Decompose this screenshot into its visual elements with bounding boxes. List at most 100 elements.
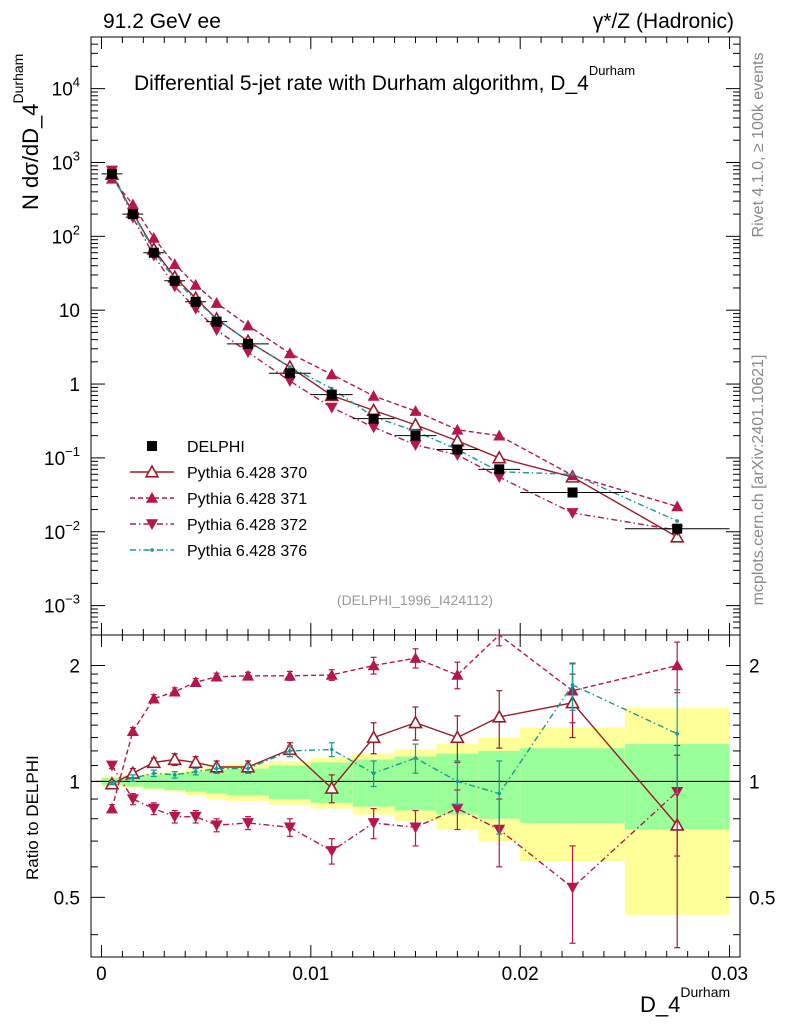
y-tick-label: 1 — [69, 375, 80, 396]
process-label: γ*/Z (Hadronic) — [593, 10, 734, 33]
marker-square — [148, 247, 159, 258]
marker-triangle-down — [146, 519, 158, 530]
marker-triangle-down — [566, 508, 579, 519]
marker-open-triangle — [144, 464, 160, 478]
legend-label: Pythia 6.428 370 — [187, 465, 307, 482]
marker-triangle-up — [210, 297, 223, 308]
marker-open-triangle — [366, 729, 381, 744]
marker-dot — [131, 776, 135, 780]
legend-label: DELPHI — [187, 439, 245, 456]
x-tick-label: 0.01 — [292, 964, 329, 985]
marker-triangle-down — [189, 811, 202, 823]
legend-entry-1: Pythia 6.428 371 — [130, 491, 307, 508]
ratio-tick-label-right: 0.5 — [749, 888, 775, 909]
marker-open-triangle — [167, 751, 183, 766]
marker-open-triangle — [450, 433, 465, 447]
marker-dot — [570, 472, 575, 477]
marker-open-triangle — [669, 529, 685, 543]
band-inner — [520, 748, 625, 823]
legend-label: Pythia 6.428 376 — [187, 543, 307, 560]
marker-dot — [172, 773, 177, 777]
y-tick-label: 103 — [52, 148, 80, 174]
marker-dot — [246, 766, 250, 771]
chart-title: Differential 5-jet rate with Durham algo… — [134, 63, 635, 95]
marker-triangle-up — [409, 405, 422, 416]
marker-square — [452, 444, 463, 455]
y-tick-label: 10−3 — [44, 592, 80, 618]
marker-triangle-up — [451, 423, 464, 435]
marker-triangle-up — [493, 429, 506, 441]
marker-dot — [329, 747, 334, 752]
marker-dot — [193, 769, 198, 774]
marker-triangle-up — [242, 669, 255, 681]
marker-square — [368, 413, 379, 424]
marker-dot — [288, 749, 292, 753]
marker-dot — [110, 781, 114, 785]
marker-triangle-up — [367, 659, 380, 671]
marker-triangle-down — [283, 376, 296, 387]
marker-triangle-down — [168, 811, 181, 823]
marker-triangle-up — [146, 492, 158, 503]
marker-open-triangle — [188, 754, 204, 769]
marker-dot — [413, 756, 418, 760]
marker-triangle-down — [451, 803, 464, 815]
marker-square — [567, 487, 578, 498]
marker-triangle-up — [105, 802, 118, 814]
marker-triangle-down — [367, 818, 380, 829]
marker-triangle-down — [493, 472, 506, 484]
y-tick-label: 10 — [59, 301, 80, 322]
marker-triangle-up — [451, 668, 464, 680]
marker-open-triangle — [450, 729, 465, 744]
legend-label: Pythia 6.428 372 — [187, 517, 307, 534]
marker-square — [147, 441, 157, 451]
x-tick-label: 0.02 — [502, 964, 539, 985]
series-ratio-line — [111, 684, 678, 795]
marker-open-triangle — [491, 450, 507, 464]
marker-square — [326, 389, 337, 400]
reference-series — [101, 168, 730, 534]
marker-triangle-down — [147, 803, 160, 815]
ratio-tick-label: 2 — [69, 656, 80, 677]
x-axis-label: D_4Durham — [640, 984, 730, 1017]
series-ratio-line — [111, 765, 678, 889]
band-inner — [268, 765, 311, 800]
marker-triangle-up — [168, 685, 181, 697]
marker-triangle-down — [210, 820, 223, 832]
marker-open-triangle — [408, 715, 423, 729]
legend-entry-2: Pythia 6.428 372 — [130, 517, 307, 534]
legend-entry-3: Pythia 6.428 376 — [130, 543, 307, 560]
marker-triangle-down — [210, 325, 223, 336]
y-tick-label: 10−1 — [44, 444, 80, 470]
marker-triangle-up — [242, 319, 255, 331]
marker-dot — [152, 771, 156, 776]
marker-dot — [497, 791, 502, 796]
series-2 — [105, 165, 684, 944]
marker-square — [243, 338, 254, 349]
source-label: mcplots.cern.ch [arXiv:2401.10621] — [750, 355, 767, 606]
y-tick-label: 10−2 — [44, 518, 80, 544]
marker-triangle-down — [242, 347, 255, 359]
marker-triangle-up — [210, 670, 223, 682]
ratio-tick-label: 0.5 — [54, 888, 80, 909]
marker-dot — [371, 771, 376, 776]
series-line — [111, 174, 678, 522]
ratio-y-axis-label: Ratio to DELPHI — [23, 755, 42, 880]
marker-triangle-up — [671, 500, 684, 512]
marker-dot — [288, 365, 292, 369]
marker-triangle-down — [105, 760, 118, 772]
marker-dot — [329, 386, 334, 391]
marker-triangle-up — [283, 669, 296, 681]
marker-triangle-up — [126, 725, 139, 737]
marker-dot — [675, 519, 679, 523]
marker-triangle-up — [189, 676, 202, 687]
marker-square — [284, 368, 295, 379]
marker-triangle-down — [409, 822, 422, 834]
y-tick-label: 102 — [52, 222, 80, 248]
marker-square — [190, 296, 201, 307]
legend-entry-reference: DELPHI — [147, 439, 245, 456]
x-tick-label: 0.03 — [711, 964, 748, 985]
legend-label: Pythia 6.428 371 — [187, 491, 307, 508]
marker-triangle-down — [126, 794, 139, 806]
marker-square — [169, 275, 180, 286]
